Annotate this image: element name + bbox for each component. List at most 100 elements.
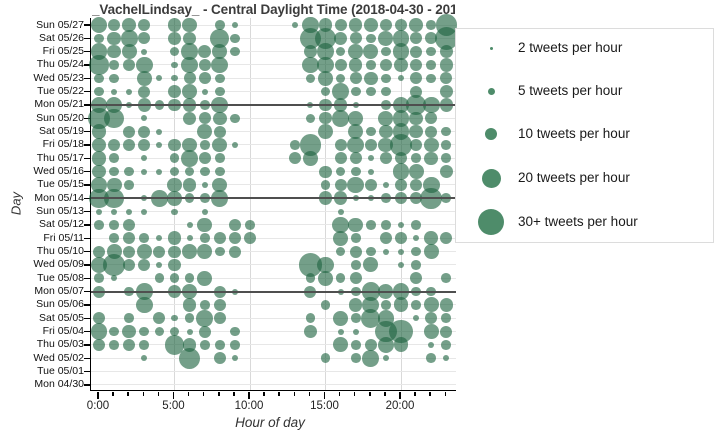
tweet-bubble — [410, 45, 423, 58]
tweet-bubble — [423, 297, 439, 313]
tweet-bubble — [228, 232, 241, 245]
tweet-bubble — [123, 338, 136, 351]
tweet-bubble — [305, 73, 316, 84]
tweet-bubble — [182, 244, 198, 260]
chart-title: _VachelLindsay_ - Central Daylight Time … — [92, 2, 455, 17]
tweet-bubble — [424, 151, 438, 166]
tweet-bubble — [92, 312, 106, 325]
tweet-bubble — [139, 326, 150, 337]
tweet-bubble — [182, 84, 198, 100]
tweet-bubble — [141, 208, 148, 215]
tweet-bubble — [141, 355, 148, 362]
tweet-bubble — [335, 246, 346, 257]
tweet-bubble — [365, 33, 376, 44]
tweet-bubble — [348, 124, 364, 140]
tweet-bubble — [441, 313, 452, 324]
tweet-bubble — [123, 218, 136, 232]
tweet-bubble — [95, 208, 103, 215]
tweet-bubble — [409, 18, 423, 32]
tweet-bubble — [182, 178, 197, 192]
tweet-bubble — [440, 325, 453, 338]
tweet-bubble — [434, 26, 459, 51]
tweet-bubble — [318, 270, 333, 286]
day-tick-label: Sun 05/06 — [36, 298, 84, 311]
tweet-bubble — [103, 254, 125, 276]
day-tick-label: Mon 05/14 — [34, 191, 84, 204]
x-axis-tick — [338, 391, 341, 396]
tweet-bubble — [333, 230, 349, 246]
tweet-bubble — [197, 244, 213, 260]
tweet-bubble — [320, 300, 331, 310]
tweet-bubble — [365, 60, 376, 70]
hour-tick-label: 10:00 — [234, 400, 264, 412]
y-axis-tick — [84, 117, 90, 120]
tweet-bubble — [318, 70, 333, 86]
day-tick-label: Thu 05/24 — [36, 58, 84, 71]
y-axis-tick — [84, 184, 90, 186]
tweet-bubble — [439, 44, 454, 59]
tweet-bubble — [290, 140, 301, 150]
tweet-bubble — [245, 220, 255, 230]
x-axis-tick — [444, 391, 447, 396]
tweet-bubble — [94, 273, 104, 284]
tweet-bubble — [138, 85, 151, 98]
y-axis-tick — [84, 317, 90, 319]
tweet-bubble — [141, 168, 148, 175]
x-axis-tick — [278, 391, 280, 396]
tweet-bubble — [214, 86, 225, 97]
tweet-bubble — [126, 88, 133, 95]
day-tick-label: Sat 05/12 — [39, 218, 84, 231]
tweet-bubble — [425, 312, 438, 325]
tweet-bubble — [363, 44, 379, 60]
tweet-bubble — [196, 309, 213, 327]
tweet-bubble — [439, 84, 454, 99]
tweet-bubble — [443, 355, 450, 362]
tweet-bubble — [122, 324, 136, 339]
legend-item-label: 5 tweets per hour — [518, 83, 623, 98]
day-tick-label: Fri 05/04 — [42, 325, 84, 338]
horizontal-gridline — [91, 357, 456, 359]
tweet-bubble — [184, 273, 195, 284]
tweet-bubble — [394, 152, 408, 165]
tweet-bubble — [441, 140, 452, 150]
tweet-bubble — [303, 44, 318, 59]
day-tick-label: Wed 05/23 — [33, 71, 84, 84]
tweet-bubble — [230, 340, 240, 350]
tweet-bubble — [182, 111, 197, 126]
tweet-bubble — [350, 233, 361, 244]
tweet-bubble — [364, 71, 378, 86]
horizontal-gridline — [91, 211, 456, 213]
tweet-bubble — [392, 109, 410, 127]
tweet-bubble — [183, 72, 196, 85]
y-axis-tick — [84, 277, 90, 280]
tweet-bubble — [126, 208, 133, 215]
y-axis-tick — [84, 104, 90, 106]
tweet-bubble — [214, 166, 225, 177]
y-axis-tick — [84, 90, 90, 93]
tweet-bubble — [109, 153, 119, 164]
day-tick-label: Fri 05/11 — [43, 231, 84, 244]
tweet-bubble — [213, 312, 226, 325]
tweet-bubble — [109, 220, 119, 230]
horizontal-gridline — [91, 344, 456, 346]
tweet-bubble — [381, 73, 391, 84]
day-tick-label: Sat 05/19 — [39, 125, 84, 138]
horizontal-gridline — [91, 331, 456, 333]
horizontal-gridline — [91, 51, 456, 53]
tweet-bubble — [425, 32, 438, 45]
tweet-bubble — [92, 245, 106, 258]
day-tick-label: Wed 05/16 — [33, 165, 84, 178]
horizontal-gridline — [91, 37, 456, 39]
tweet-bubble — [408, 164, 424, 180]
y-axis-tick — [84, 64, 90, 66]
tweet-bubble — [182, 17, 198, 33]
tweet-bubble — [109, 233, 119, 244]
tweet-bubble — [231, 21, 238, 29]
tweet-bubble — [213, 352, 226, 365]
tweet-bubble — [139, 340, 150, 350]
horizontal-gridline — [91, 237, 456, 239]
tweet-bubble — [363, 257, 379, 273]
tweet-bubble — [199, 233, 210, 244]
tweet-bubble — [394, 178, 408, 192]
